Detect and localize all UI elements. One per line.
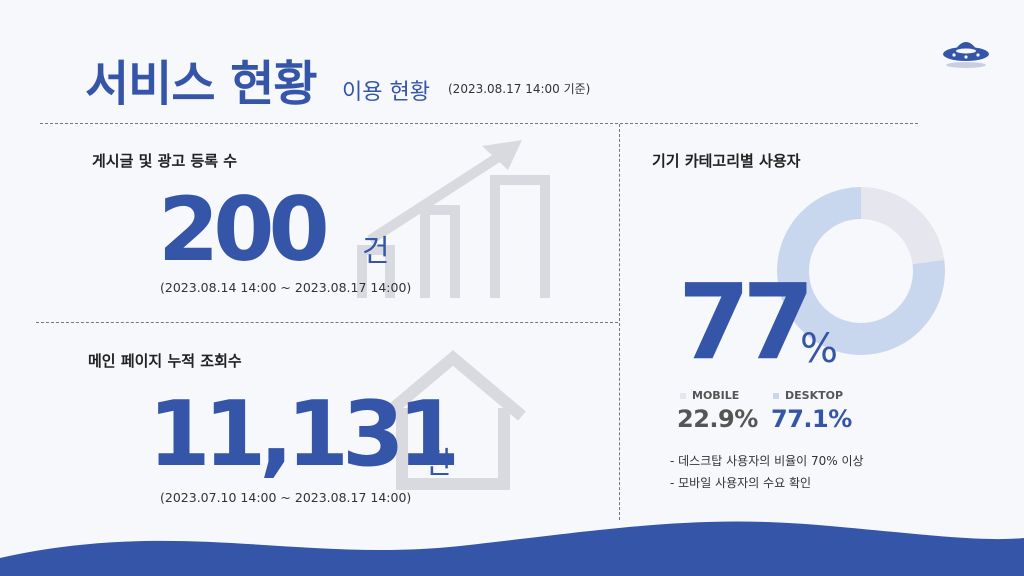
header-divider bbox=[40, 123, 918, 124]
devices-label: 기기 카테고리별 사용자 bbox=[652, 152, 801, 170]
posts-period: (2023.08.14 14:00 ~ 2023.08.17 14:00) bbox=[160, 280, 412, 295]
views-label: 메인 페이지 누적 조회수 bbox=[88, 352, 242, 370]
bottom-wave bbox=[0, 521, 1024, 576]
house-icon bbox=[380, 350, 526, 490]
views-unit: 건 bbox=[424, 446, 452, 481]
column-divider bbox=[619, 124, 620, 520]
views-value: 11,131 bbox=[148, 382, 460, 487]
donut-slice-mobile bbox=[861, 187, 945, 265]
device-donut-chart bbox=[777, 187, 945, 355]
legend-desktop-swatch bbox=[773, 392, 779, 399]
section-divider bbox=[36, 322, 618, 323]
ufo-icon bbox=[943, 42, 989, 68]
posts-value: 200 bbox=[158, 178, 330, 281]
legend-desktop-label: DESKTOP bbox=[785, 389, 844, 402]
legend-mobile-swatch bbox=[680, 392, 686, 399]
legend-desktop: DESKTOP bbox=[773, 389, 843, 402]
devices-big-unit: % bbox=[800, 326, 839, 372]
page-subtitle: 이용 현황 bbox=[342, 80, 430, 105]
devices-big-value: 77 bbox=[678, 261, 815, 383]
page-title: 서비스 현황 bbox=[85, 56, 318, 112]
views-period: (2023.07.10 14:00 ~ 2023.08.17 14:00) bbox=[160, 490, 412, 505]
legend-mobile-label: MOBILE bbox=[692, 389, 740, 402]
note-desktop: - 데스크탑 사용자의 비율이 70% 이상 bbox=[670, 454, 864, 468]
posts-label: 게시글 및 광고 등록 수 bbox=[92, 152, 238, 170]
growth-chart-icon bbox=[357, 140, 550, 298]
legend-mobile: MOBILE bbox=[680, 389, 739, 402]
posts-unit: 건 bbox=[362, 234, 390, 269]
note-mobile: - 모바일 사용자의 수요 확인 bbox=[670, 476, 812, 490]
desktop-percent: 77.1% bbox=[771, 405, 852, 433]
date-note: (2023.08.17 14:00 기준) bbox=[448, 82, 591, 96]
donut-slice-desktop bbox=[777, 187, 945, 355]
mobile-percent: 22.9% bbox=[677, 405, 758, 433]
